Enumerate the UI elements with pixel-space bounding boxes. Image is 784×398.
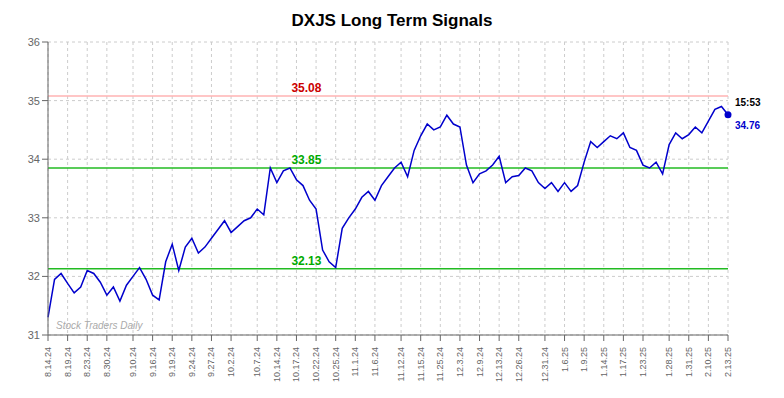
svg-text:2.13.25: 2.13.25 [723,347,733,377]
svg-text:11.15.24: 11.15.24 [416,347,426,381]
svg-text:9.10.24: 9.10.24 [128,347,138,377]
svg-text:32.13: 32.13 [291,254,321,268]
svg-text:Stock Traders Daily: Stock Traders Daily [56,320,144,331]
svg-text:32: 32 [28,270,40,282]
svg-text:1.6.25: 1.6.25 [560,347,570,372]
svg-text:1.28.25: 1.28.25 [664,347,674,377]
svg-text:33: 33 [28,212,40,224]
html-text:DXJS Long Term Signals: DXJS Long Term Signals [291,11,493,30]
svg-text:12.31.24: 12.31.24 [540,347,550,382]
svg-text:11.25.24: 11.25.24 [435,347,445,381]
svg-text:9.19.24: 9.19.24 [167,347,177,377]
svg-text:10.25.24: 10.25.24 [331,347,341,382]
svg-text:31: 31 [28,329,40,341]
svg-text:8.19.24: 8.19.24 [63,347,73,377]
svg-text:15:53: 15:53 [735,97,761,108]
svg-text:9.24.24: 9.24.24 [187,347,197,377]
svg-text:35.08: 35.08 [291,81,321,95]
svg-text:8.23.24: 8.23.24 [82,347,92,377]
svg-text:36: 36 [28,36,40,48]
svg-text:9.16.24: 9.16.24 [148,347,158,377]
svg-text:1.14.25: 1.14.25 [599,347,609,377]
svg-text:8.30.24: 8.30.24 [102,347,112,377]
svg-text:34.76: 34.76 [735,120,760,131]
svg-text:10.22.24: 10.22.24 [311,347,321,382]
svg-text:10.17.24: 10.17.24 [291,347,301,382]
svg-text:10.14.24: 10.14.24 [272,347,282,382]
svg-text:11.1.24: 11.1.24 [350,347,360,376]
svg-text:1.9.25: 1.9.25 [579,347,589,372]
svg-text:11.12.24: 11.12.24 [396,347,406,381]
svg-text:9.27.24: 9.27.24 [206,347,216,377]
svg-text:1.31.25: 1.31.25 [684,347,694,377]
svg-text:8.14.24: 8.14.24 [43,347,53,377]
svg-text:35: 35 [28,95,40,107]
svg-text:33.85: 33.85 [291,153,321,167]
svg-text:12.3.24: 12.3.24 [455,347,465,377]
svg-text:1.17.25: 1.17.25 [618,347,628,377]
svg-text:12.13.24: 12.13.24 [494,347,504,382]
svg-text:34: 34 [28,153,40,165]
svg-text:10.2.24: 10.2.24 [226,347,236,377]
svg-text:11.6.24: 11.6.24 [370,347,380,376]
svg-text:12.9.24: 12.9.24 [475,347,485,377]
svg-text:10.7.24: 10.7.24 [252,347,262,377]
svg-text:2.10.25: 2.10.25 [703,347,713,377]
svg-text:12.26.24: 12.26.24 [514,347,524,382]
svg-text:1.23.25: 1.23.25 [638,347,648,377]
